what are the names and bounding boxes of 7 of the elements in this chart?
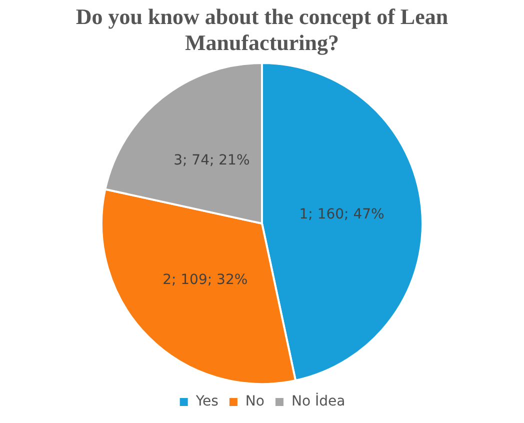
data-label: 2; 109; 32% (162, 272, 248, 288)
data-label: 3; 74; 21% (174, 152, 250, 169)
legend-label: Yes (194, 394, 218, 410)
legend-label: No (245, 394, 264, 410)
data-label: 1; 160; 47% (299, 206, 384, 223)
legend-label: No İdea (291, 392, 346, 410)
chart-title: Do you know about the concept of Lean Manufacturing? (74, 4, 450, 57)
